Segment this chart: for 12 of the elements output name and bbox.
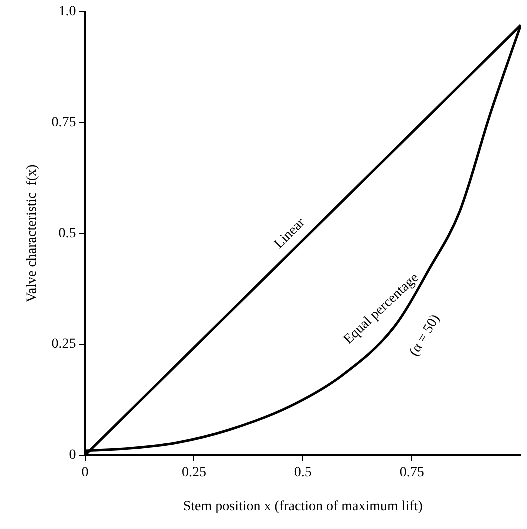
x-tick-label: 0.5 xyxy=(294,465,312,480)
y-tick-label: 0.25 xyxy=(52,337,76,352)
y-tick-label: 0.75 xyxy=(52,116,76,131)
x-axis-title: Stem position x (fraction of maximum lift) xyxy=(183,499,424,514)
x-tick-label: 0.25 xyxy=(182,465,206,480)
y-axis-title: Valve characteristic f(x) xyxy=(25,164,40,303)
annotation: (α = 50) xyxy=(407,312,444,360)
y-tick-label: 0 xyxy=(69,448,76,464)
y-tick-label: 1.0 xyxy=(58,4,76,20)
x-tick-label: 0.75 xyxy=(400,465,424,480)
x-tick-label: 0 xyxy=(82,465,89,480)
y-tick-label: 0.5 xyxy=(58,226,76,242)
